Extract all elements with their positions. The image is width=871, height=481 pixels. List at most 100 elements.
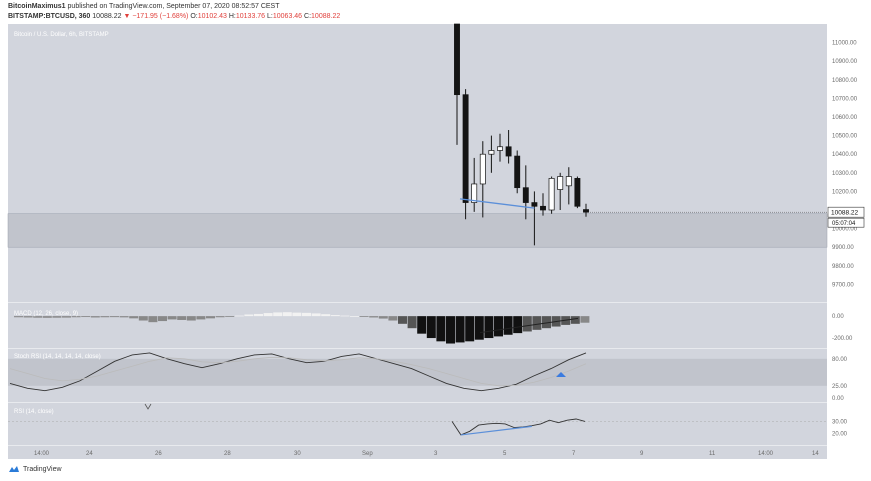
time-tick-label: 3 (434, 451, 438, 457)
macd-bar (407, 316, 417, 329)
macd-bar (129, 316, 139, 319)
price-tick-label: 10600.00 (832, 115, 858, 121)
macd-bar (215, 316, 225, 318)
macd-bar (522, 316, 532, 332)
symbol-label: BITSTAMP:BTCUSD, 360 (8, 13, 91, 20)
time-tick-label: 26 (155, 451, 162, 457)
down-arrow-icon: ▼ (123, 13, 131, 20)
candle-body (557, 176, 564, 190)
macd-bar (119, 316, 129, 318)
close-value: 10088.22 (311, 13, 341, 20)
macd-bar (417, 316, 427, 334)
chart-header: BitcoinMaximus1 published on TradingView… (8, 2, 868, 22)
macd-bar (71, 316, 81, 318)
macd-bar (206, 316, 215, 319)
macd-bar (292, 312, 302, 317)
price-tick-label: 10900.00 (832, 59, 858, 65)
macd-bar (234, 315, 244, 317)
time-tick-label: 14 (812, 451, 819, 457)
low-label: L: (267, 13, 273, 20)
candle-body (471, 183, 478, 203)
macd-bar (570, 316, 580, 324)
macd-bar (494, 316, 503, 337)
macd-pane-title: MACD (12, 26, close, 9) (14, 311, 78, 317)
publish-info: published on TradingView.com, September … (67, 3, 280, 10)
price-change: −171.95 (−1.68%) (132, 13, 189, 20)
stoch-pane-title: Stoch RSI (14, 14, 14, 14, close) (14, 354, 101, 360)
candle-body (565, 176, 572, 187)
candle-body (531, 202, 538, 207)
time-axis (8, 446, 827, 459)
macd-bar (177, 316, 187, 320)
macd-bar (100, 316, 110, 318)
price-tick-label: 11000.00 (832, 41, 857, 47)
time-tick-label: 7 (572, 451, 576, 457)
brand-label: TradingView (23, 465, 62, 473)
high-label: H: (228, 13, 236, 20)
macd-bar (542, 316, 551, 329)
candle-body (522, 187, 529, 203)
macd-tick-label: 0.00 (832, 314, 844, 320)
macd-bar (388, 316, 398, 321)
macd-bar (254, 313, 263, 317)
stoch-tick-label: 80.00 (832, 357, 848, 363)
candle-body (505, 146, 512, 157)
price-tick-label: 10200.00 (832, 189, 858, 195)
macd-bar (186, 316, 196, 321)
candle-body (479, 153, 486, 185)
price-tick-label: 10800.00 (832, 78, 858, 84)
low-value: 10063.46 (272, 13, 303, 20)
countdown-tag (827, 217, 865, 228)
macd-bar (369, 316, 379, 318)
rsi-tick-label: 30.00 (832, 419, 848, 425)
macd-bar (167, 316, 177, 320)
author-name[interactable]: BitcoinMaximus1 (8, 3, 66, 10)
rsi-line (451, 418, 586, 436)
candle-body (574, 178, 581, 207)
stoch-cross-marker (556, 372, 566, 377)
time-tick-label: 11 (709, 451, 716, 457)
macd-bar (321, 314, 331, 317)
last-price-tag (827, 206, 865, 218)
macd-bar (465, 316, 475, 342)
macd-bar (311, 313, 321, 317)
footer-brand: TradingView (8, 465, 62, 473)
support-zone (7, 213, 828, 248)
pane-background (8, 24, 827, 303)
macd-bar (225, 316, 235, 317)
candle-body (514, 155, 521, 189)
macd-bar (455, 316, 465, 343)
macd-bar (474, 316, 484, 340)
time-tick-label: 14:00 (34, 451, 50, 457)
macd-bar (330, 315, 340, 317)
high-value: 10133.76 (235, 13, 266, 20)
rsi-trendline (460, 425, 532, 436)
candle-body (497, 146, 503, 151)
macd-bar (62, 316, 71, 318)
macd-bar (148, 316, 158, 323)
macd-bar (484, 316, 494, 339)
macd-bar (33, 316, 43, 318)
open-value: 10102.43 (197, 13, 227, 20)
macd-bar (90, 316, 100, 318)
macd-bar (426, 316, 436, 339)
macd-bar (446, 316, 455, 344)
macd-bar (340, 315, 350, 317)
macd-bar (513, 316, 523, 334)
macd-bar (23, 316, 33, 318)
close-label: C: (304, 13, 312, 20)
stoch-tick-label: 25.00 (832, 384, 848, 390)
tradingview-logo-icon (9, 466, 19, 472)
rsi-pane-title: RSI (14, close) (14, 409, 54, 415)
macd-bar (282, 312, 292, 317)
stoch-band (8, 358, 827, 386)
candle-body (548, 178, 555, 211)
price-tick-label: 9900.00 (832, 245, 854, 251)
macd-bar (398, 316, 407, 324)
macd-bar (52, 316, 62, 318)
price-tick-label: 10500.00 (832, 134, 858, 140)
macd-bar (580, 316, 590, 323)
countdown-label: 05:07:04 (832, 221, 856, 227)
time-tick-label: Sep (362, 451, 373, 457)
